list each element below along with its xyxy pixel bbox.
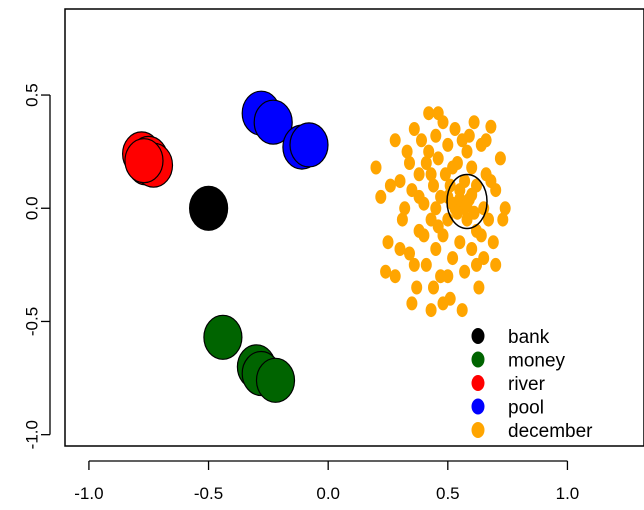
point-december-87: [380, 264, 392, 279]
x-tick-label-4: 1.0: [556, 484, 580, 503]
point-december-3: [389, 269, 401, 284]
point-december-83: [456, 303, 468, 318]
point-december-56: [485, 119, 497, 134]
point-december-0: [370, 160, 382, 175]
point-december-94: [425, 167, 437, 182]
x-tick-label-0: -1.0: [74, 484, 103, 503]
legend-label-river: river: [508, 374, 546, 395]
point-december-46: [466, 160, 478, 175]
point-december-75: [423, 144, 435, 159]
plot-frame: [64, 8, 644, 447]
x-tick-label-3: 0.5: [436, 484, 460, 503]
y-tick-label-2: 0.0: [22, 196, 41, 220]
point-december-84: [475, 228, 487, 243]
y-axis: -1.0 -0.5 0.0 0.5: [22, 83, 51, 449]
point-december-43: [461, 144, 473, 159]
point-december-9: [408, 122, 420, 136]
point-december-17: [423, 106, 435, 121]
point-pool-3: [289, 122, 329, 168]
point-december-5: [396, 212, 408, 227]
point-december-57: [487, 235, 499, 250]
x-tick-label-1: -0.5: [194, 484, 223, 503]
point-december-45: [466, 242, 478, 256]
point-december-69: [451, 205, 463, 220]
point-december-68: [461, 196, 473, 211]
point-december-61: [499, 201, 511, 216]
point-december-30: [442, 137, 454, 152]
point-december-13: [416, 133, 427, 148]
point-december-33: [447, 251, 459, 266]
point-december-95: [468, 205, 480, 220]
point-december-21: [430, 128, 442, 143]
point-river-4: [124, 138, 164, 184]
point-december-59: [494, 151, 506, 166]
point-december-74: [432, 106, 444, 121]
point-december-60: [497, 212, 509, 227]
point-december-89: [485, 174, 497, 189]
point-december-50: [473, 280, 485, 295]
point-december-11: [413, 167, 425, 182]
point-december-37: [454, 235, 466, 250]
point-december-91: [463, 128, 475, 143]
y-tick-label-1: -0.5: [22, 307, 41, 336]
point-december-20: [428, 178, 439, 193]
point-december-80: [471, 257, 482, 272]
point-december-88: [389, 133, 401, 148]
point-money-3: [255, 357, 296, 403]
point-december-82: [404, 156, 415, 170]
legend-label-pool: pool: [508, 398, 544, 419]
point-december-81: [394, 242, 406, 256]
point-december-16: [420, 156, 432, 170]
point-december-2: [382, 235, 394, 250]
points-layer: [122, 90, 511, 403]
point-december-41: [459, 174, 471, 189]
point-december-86: [384, 178, 396, 193]
y-tick-label-3: 0.5: [22, 83, 41, 107]
point-december-23: [432, 151, 444, 166]
point-december-72: [399, 201, 411, 216]
legend-marker-bank: [471, 328, 485, 344]
point-december-4: [394, 174, 406, 189]
point-december-76: [437, 296, 449, 311]
point-december-15: [420, 257, 432, 272]
legend-marker-december: [471, 422, 485, 438]
point-december-7: [404, 246, 415, 261]
point-december-22: [430, 242, 442, 256]
point-money-0: [203, 314, 243, 360]
point-december-40: [459, 264, 471, 279]
point-december-90: [406, 296, 418, 311]
point-bank-overlay: [446, 173, 488, 230]
point-december-71: [408, 257, 420, 272]
x-axis: -1.0 -0.5 0.0 0.5 1.0: [74, 460, 580, 503]
legend-marker-pool: [471, 398, 485, 415]
point-december-93: [432, 219, 444, 234]
point-december-55: [483, 212, 494, 227]
point-december-10: [411, 280, 423, 295]
y-tick-label-0: -1.0: [22, 420, 41, 449]
point-december-92: [442, 269, 454, 284]
point-december-73: [428, 280, 439, 295]
point-bank-0: [189, 185, 229, 231]
point-december-19: [425, 303, 437, 318]
point-december-62: [430, 201, 442, 216]
point-pool-1: [253, 99, 293, 145]
point-december-1: [375, 189, 387, 204]
point-december-6: [401, 144, 413, 159]
point-december-79: [480, 133, 492, 148]
legend-label-bank: bank: [508, 327, 550, 348]
x-tick-label-2: 0.0: [316, 484, 340, 503]
point-december-34: [449, 122, 461, 136]
point-december-85: [490, 257, 502, 272]
point-december-77: [447, 160, 459, 175]
legend-label-december: december: [508, 421, 593, 442]
legend-label-money: money: [508, 351, 566, 372]
point-december-70: [418, 228, 430, 243]
point-december-47: [468, 115, 480, 130]
legend-marker-money: [471, 351, 485, 368]
legend-marker-river: [471, 375, 485, 391]
point-december-78: [413, 189, 425, 204]
